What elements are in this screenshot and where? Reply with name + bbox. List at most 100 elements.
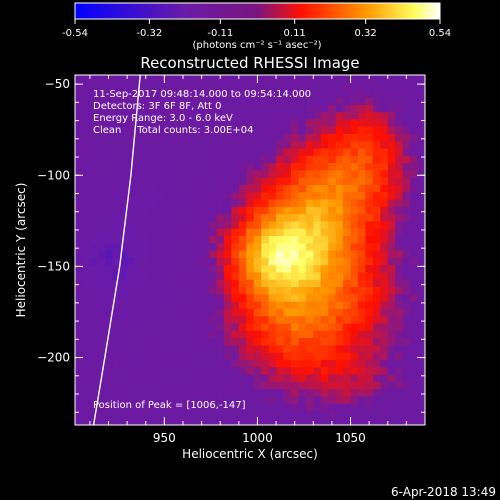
heatmap-cell	[127, 191, 136, 200]
heatmap-cell	[179, 104, 188, 113]
heatmap-cell	[134, 322, 143, 331]
heatmap-cell	[335, 366, 344, 375]
heatmap-cell	[290, 257, 300, 266]
heatmap-cell	[112, 206, 121, 215]
heatmap-cell	[194, 417, 203, 425]
heatmap-cell	[253, 111, 262, 120]
heatmap-cell	[75, 352, 84, 360]
heatmap-cell	[276, 111, 285, 120]
heatmap-cell	[201, 410, 210, 419]
heatmap-cell	[402, 140, 411, 149]
heatmap-cell	[194, 315, 203, 324]
heatmap-cell	[380, 359, 389, 368]
heatmap-cell	[402, 388, 411, 397]
heatmap-cell	[335, 337, 344, 346]
heatmap-cell	[156, 191, 165, 200]
heatmap-cell	[156, 417, 165, 425]
heatmap-cell	[268, 162, 277, 171]
heatmap-cell	[253, 352, 262, 360]
heatmap-cell	[186, 118, 195, 127]
heatmap-cell	[231, 213, 240, 222]
heatmap-cell	[283, 322, 292, 331]
heatmap-cell	[164, 352, 173, 360]
heatmap-cell	[89, 395, 98, 404]
heatmap-cell	[127, 198, 136, 207]
heatmap-cell	[276, 250, 285, 258]
heatmap-cell	[149, 140, 158, 149]
heatmap-cell	[89, 359, 98, 368]
heatmap-cell	[283, 162, 292, 171]
heatmap-cell	[313, 242, 322, 251]
heatmap-cell	[89, 162, 98, 171]
heatmap-cell	[246, 301, 255, 309]
heatmap-cell	[179, 403, 188, 412]
heatmap-cell	[328, 264, 337, 273]
heatmap-cell	[186, 381, 195, 390]
heatmap-cell	[216, 257, 225, 266]
heatmap-cell	[156, 257, 165, 266]
heatmap-cell	[164, 177, 173, 185]
heatmap-cell	[283, 213, 292, 222]
heatmap-cell	[231, 96, 240, 105]
heatmap-cell	[194, 206, 203, 215]
heatmap-cell	[276, 330, 285, 339]
heatmap-cell	[149, 126, 158, 134]
heatmap-cell	[142, 220, 151, 229]
heatmap-cell	[179, 330, 188, 339]
heatmap-cell	[261, 213, 270, 222]
heatmap-cell	[156, 140, 165, 149]
heatmap-cell	[387, 147, 396, 156]
heatmap-cell	[320, 177, 329, 185]
heatmap-cell	[298, 395, 307, 404]
heatmap-cell	[283, 89, 292, 98]
heatmap-cell	[127, 126, 136, 134]
heatmap-cell	[231, 177, 240, 185]
heatmap-cell	[305, 279, 314, 288]
heatmap-cell	[305, 271, 314, 280]
heatmap-cell	[209, 75, 218, 83]
heatmap-cell	[179, 301, 188, 309]
heatmap-cell	[186, 162, 195, 171]
heatmap-cell	[283, 286, 292, 295]
heatmap-cell	[402, 104, 411, 113]
heatmap-cell	[209, 126, 218, 134]
heatmap-cell	[209, 315, 218, 324]
heatmap-cell	[372, 177, 381, 185]
heatmap-cell	[357, 417, 367, 425]
heatmap-cell	[276, 206, 285, 215]
heatmap-cell	[112, 366, 121, 375]
heatmap-cell	[365, 228, 374, 237]
heatmap-cell	[402, 96, 411, 105]
heatmap-cell	[395, 140, 404, 149]
heatmap-cell	[238, 184, 247, 193]
heatmap-cell	[402, 198, 411, 207]
heatmap-cell	[149, 417, 158, 425]
heatmap-cell	[328, 184, 337, 193]
heatmap-cell	[164, 337, 173, 346]
heatmap-cell	[82, 235, 91, 244]
heatmap-cell	[89, 118, 98, 127]
heatmap-cell	[238, 140, 247, 149]
heatmap-cell	[313, 162, 322, 171]
heatmap-cell	[320, 104, 329, 113]
heatmap-cell	[246, 228, 255, 237]
heatmap-cell	[97, 147, 106, 156]
heatmap-cell	[231, 118, 240, 127]
heatmap-cell	[104, 191, 113, 200]
heatmap-cell	[164, 301, 173, 309]
heatmap-cell	[343, 82, 352, 91]
heatmap-cell	[179, 147, 188, 156]
heatmap-cell	[365, 301, 374, 309]
heatmap-cell	[268, 111, 277, 120]
heatmap-cell	[134, 352, 143, 360]
heatmap-cell	[268, 359, 277, 368]
heatmap-cell	[201, 293, 210, 302]
heatmap-cell	[179, 89, 188, 98]
heatmap-cell	[372, 381, 381, 390]
heatmap-cell	[201, 96, 210, 105]
heatmap-cell	[276, 388, 285, 397]
heatmap-cell	[313, 381, 322, 390]
heatmap-cell	[231, 206, 240, 215]
heatmap-cell	[298, 308, 307, 317]
heatmap-cell	[164, 169, 173, 178]
